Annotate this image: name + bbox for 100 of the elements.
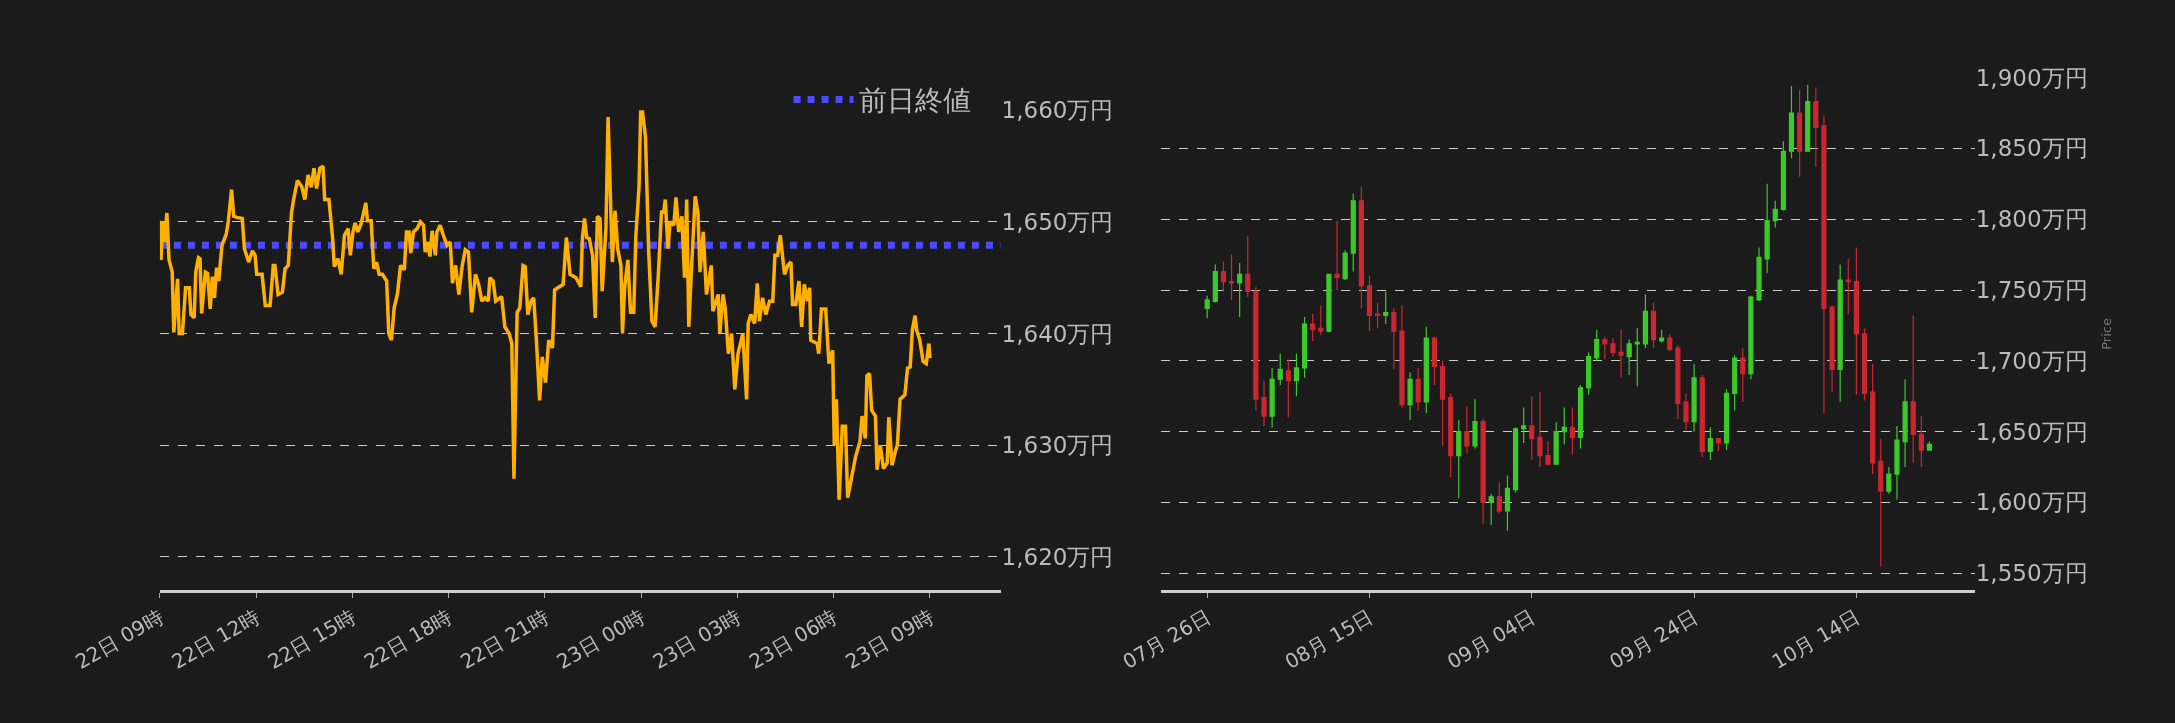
candlestick	[1529, 395, 1535, 461]
candlestick	[1488, 493, 1494, 526]
x-tick-label: 23日 00時	[552, 604, 649, 674]
candlestick	[1586, 351, 1592, 396]
legend-label: 前日終値	[858, 84, 971, 118]
candlestick	[1496, 482, 1502, 515]
candlestick	[1431, 336, 1437, 386]
candlestick	[1894, 425, 1900, 501]
candlestick	[1870, 363, 1876, 475]
candlestick	[1650, 302, 1657, 349]
candlestick	[1464, 405, 1470, 454]
x-tick-label: 22日 15時	[263, 604, 360, 674]
candlestick	[1480, 418, 1486, 525]
candlestick	[1439, 360, 1446, 447]
candlestick	[1383, 290, 1389, 325]
candlestick	[1902, 378, 1908, 468]
candlestick	[1245, 235, 1251, 298]
candlestick	[1301, 316, 1308, 379]
candlestick	[1788, 85, 1795, 159]
y-tick-label: 1,900万円	[1975, 64, 2088, 91]
candlestick	[1886, 466, 1892, 495]
candlestick	[1675, 344, 1681, 420]
y-tick-label: 1,640万円	[1001, 320, 1114, 347]
candlestick	[1261, 380, 1267, 427]
candlestick	[1366, 275, 1373, 332]
candlestick	[1472, 398, 1478, 450]
candlestick	[1237, 262, 1243, 318]
candlestick	[1618, 329, 1624, 379]
candlestick	[1334, 220, 1340, 291]
candlestick	[1772, 200, 1778, 229]
candlestick	[1626, 338, 1632, 376]
candlestick	[1204, 295, 1210, 319]
candlestick	[1310, 313, 1316, 342]
candlestick	[1391, 307, 1397, 370]
candlestick	[1577, 384, 1584, 450]
candlestick	[1756, 246, 1762, 302]
candlestick	[1829, 305, 1835, 393]
candlestick	[1926, 440, 1933, 451]
y-tick-label: 1,620万円	[1001, 543, 1114, 570]
candlestick	[1602, 336, 1608, 361]
candlestick	[1723, 388, 1730, 451]
candlestick	[1683, 392, 1689, 431]
y-tick-label: 1,700万円	[1975, 347, 2088, 374]
candlestick	[1253, 286, 1259, 411]
x-tick-label: 07月 26日	[1118, 604, 1215, 674]
candlestick	[1878, 438, 1884, 567]
candlestick	[1821, 115, 1827, 414]
x-tick-label: 22日 21時	[456, 604, 553, 674]
candlestick	[1707, 426, 1713, 461]
candlestick	[1212, 263, 1218, 304]
candlestick	[1512, 426, 1519, 494]
candlestick	[1318, 305, 1324, 336]
y-tick-label: 1,850万円	[1975, 135, 2088, 162]
candlestick	[1610, 337, 1616, 358]
candlestick	[1285, 358, 1291, 419]
candlestick	[1861, 327, 1868, 402]
candlestick	[1813, 86, 1819, 168]
candlestick	[1569, 406, 1575, 455]
y-tick-label: 1,600万円	[1975, 489, 2088, 516]
candlestick	[1342, 249, 1348, 281]
candlestick	[1553, 421, 1559, 465]
candlestick	[1837, 263, 1843, 403]
candlestick	[1456, 419, 1462, 499]
candlestick	[1764, 183, 1770, 274]
candlestick	[1642, 293, 1648, 349]
y-tick-label: 1,550万円	[1975, 560, 2088, 587]
candlestick	[1537, 391, 1543, 468]
candlestick	[1699, 374, 1705, 458]
candlestick	[1780, 140, 1786, 212]
candlestick	[1805, 84, 1811, 152]
candlestick	[1918, 415, 1924, 468]
candlestick	[1740, 347, 1746, 403]
candlestick	[1350, 193, 1356, 273]
candlestick	[1228, 254, 1235, 301]
x-tick-label: 23日 03時	[648, 604, 745, 674]
candlestick	[1910, 314, 1916, 464]
candlestick	[1269, 367, 1275, 428]
x-tick-label: 22日 12時	[167, 604, 264, 674]
candlestick	[1415, 367, 1421, 411]
candlestick	[1659, 329, 1665, 342]
candlestick	[1561, 406, 1567, 445]
x-tick-label: 23日 09時	[841, 604, 938, 674]
candlestick	[1594, 329, 1600, 362]
candlestick	[1358, 186, 1364, 310]
x-tick-label: 09月 24日	[1605, 604, 1702, 674]
y-tick-label: 1,800万円	[1975, 206, 2088, 233]
candlestick	[1634, 327, 1640, 387]
candlestick	[1326, 273, 1332, 334]
candlestick	[1399, 305, 1405, 409]
y-tick-label: 1,750万円	[1975, 277, 2088, 304]
candlestick	[1853, 246, 1859, 396]
x-tick-label: 10月 14日	[1767, 604, 1864, 674]
candlestick	[1407, 371, 1413, 421]
candlestick	[1732, 354, 1738, 411]
candlestick	[1448, 392, 1454, 478]
candlestick	[1748, 295, 1754, 380]
candlestick	[1521, 406, 1527, 444]
candlestick	[1423, 326, 1429, 414]
candlestick	[1375, 302, 1381, 329]
x-tick-label: 22日 18時	[359, 604, 457, 674]
